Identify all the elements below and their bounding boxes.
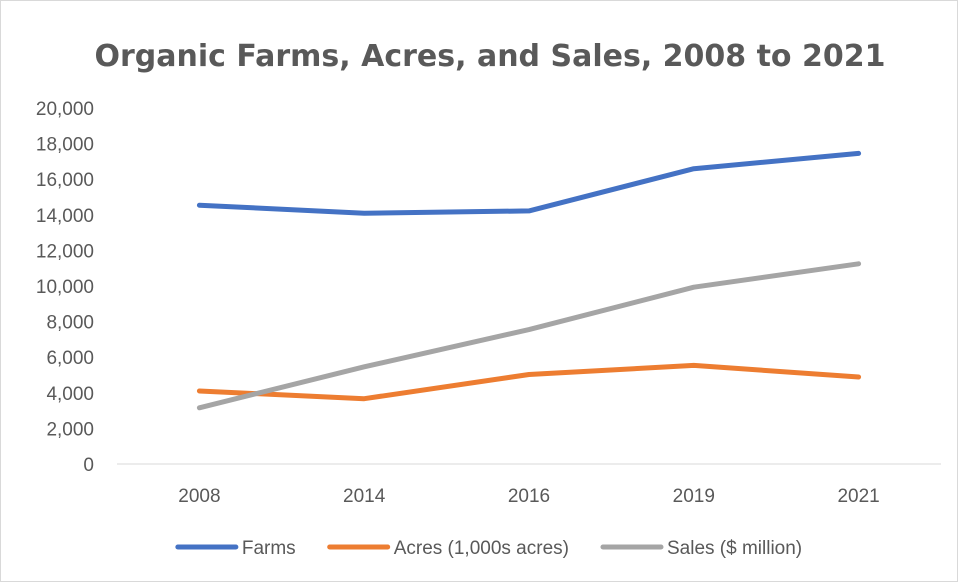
y-tick-label: 4,000 (46, 384, 94, 405)
legend-label-3: Sales ($ million) (667, 538, 802, 559)
x-axis-ticks: 2008 2014 2016 2019 2021 (178, 486, 879, 507)
legend-label-2: Acres (1,000s acres) (394, 538, 569, 559)
chart-title: Organic Farms, Acres, and Sales, 2008 to… (95, 39, 886, 74)
x-tick-label: 2021 (837, 486, 879, 507)
series-layer (196, 150, 862, 411)
y-axis-ticks: 0 2,000 4,000 6,000 8,000 10,000 12,000 14,000 1… (36, 99, 94, 476)
y-tick-label: 8,000 (46, 313, 94, 334)
y-tick-label: 20,000 (36, 99, 94, 120)
y-tick-label: 12,000 (36, 241, 94, 262)
x-tick-label: 2019 (673, 486, 715, 507)
y-tick-label: 6,000 (46, 348, 94, 369)
y-tick-label: 0 (83, 455, 94, 476)
legend-label-1: Farms (242, 538, 296, 559)
x-tick-label: 2014 (343, 486, 386, 507)
y-tick-label: 18,000 (36, 135, 94, 156)
x-tick-label: 2008 (178, 486, 220, 507)
y-tick-label: 16,000 (36, 170, 94, 191)
legend: Farms Acres (1,000s acres) Sales ($ millio… (175, 538, 802, 559)
y-tick-label: 2,000 (46, 419, 94, 440)
series-line-1 (196, 150, 862, 216)
x-tick-label: 2016 (508, 486, 550, 507)
series-line-3 (196, 261, 862, 411)
y-tick-label: 14,000 (36, 206, 94, 227)
y-tick-label: 10,000 (36, 277, 94, 298)
